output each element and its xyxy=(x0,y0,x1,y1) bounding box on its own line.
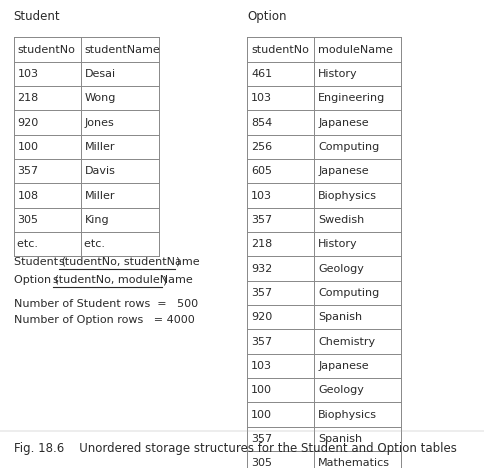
Text: 920: 920 xyxy=(251,312,272,322)
Text: 108: 108 xyxy=(17,190,39,201)
Text: ): ) xyxy=(162,276,166,285)
Text: Student: Student xyxy=(14,10,60,23)
Text: Biophysics: Biophysics xyxy=(318,190,377,201)
Text: Number of Option rows   = 4000: Number of Option rows = 4000 xyxy=(14,315,194,325)
Text: 357: 357 xyxy=(251,215,272,225)
Text: Wong: Wong xyxy=(84,93,116,103)
Text: Spanish: Spanish xyxy=(318,312,362,322)
Text: studentNo: studentNo xyxy=(251,44,308,55)
Text: 605: 605 xyxy=(251,166,272,176)
Text: 357: 357 xyxy=(17,166,39,176)
Text: 461: 461 xyxy=(251,69,272,79)
Text: Number of Student rows  =   500: Number of Student rows = 500 xyxy=(14,299,197,309)
Text: etc.: etc. xyxy=(17,239,49,249)
Text: Davis: Davis xyxy=(84,166,115,176)
Text: Computing: Computing xyxy=(318,288,378,298)
Text: 103: 103 xyxy=(251,361,272,371)
Text: Biophysics: Biophysics xyxy=(318,410,377,420)
Text: 357: 357 xyxy=(251,336,272,347)
Text: 932: 932 xyxy=(251,263,272,274)
Text: 305: 305 xyxy=(251,458,272,468)
Text: Fig. 18.6    Unordered storage structures for the Student and Option tables: Fig. 18.6 Unordered storage structures f… xyxy=(14,442,455,455)
Text: Geology: Geology xyxy=(318,263,363,274)
Text: 100: 100 xyxy=(17,142,38,152)
Text: 100: 100 xyxy=(251,410,272,420)
Text: 103: 103 xyxy=(251,190,272,201)
Text: 218: 218 xyxy=(17,93,39,103)
Text: 854: 854 xyxy=(251,117,272,128)
Text: ): ) xyxy=(174,257,179,267)
Text: Jones: Jones xyxy=(84,117,114,128)
Text: etc.: etc. xyxy=(84,239,116,249)
Text: 256: 256 xyxy=(251,142,272,152)
Text: History: History xyxy=(318,69,357,79)
Text: Desai: Desai xyxy=(84,69,115,79)
Text: Mathematics: Mathematics xyxy=(318,458,389,468)
Text: studentNo, moduleName: studentNo, moduleName xyxy=(53,276,193,285)
Text: Engineering: Engineering xyxy=(318,93,385,103)
Text: 103: 103 xyxy=(251,93,272,103)
Text: Miller: Miller xyxy=(84,190,115,201)
Text: History: History xyxy=(318,239,357,249)
Text: 103: 103 xyxy=(17,69,38,79)
Text: Student (: Student ( xyxy=(14,257,65,267)
Text: Chemistry: Chemistry xyxy=(318,336,375,347)
Text: Computing: Computing xyxy=(318,142,378,152)
Text: studentNo, studentName: studentNo, studentName xyxy=(59,257,199,267)
Text: Miller: Miller xyxy=(84,142,115,152)
Text: King: King xyxy=(84,215,109,225)
Text: 357: 357 xyxy=(251,434,272,444)
Text: Option (: Option ( xyxy=(14,276,59,285)
Text: 100: 100 xyxy=(251,385,272,395)
Text: Option: Option xyxy=(247,10,286,23)
Text: 357: 357 xyxy=(251,288,272,298)
Text: 305: 305 xyxy=(17,215,38,225)
Text: 218: 218 xyxy=(251,239,272,249)
Text: Swedish: Swedish xyxy=(318,215,363,225)
Text: Japanese: Japanese xyxy=(318,361,368,371)
Text: Japanese: Japanese xyxy=(318,117,368,128)
Text: Japanese: Japanese xyxy=(318,166,368,176)
Text: moduleName: moduleName xyxy=(318,44,392,55)
Text: Geology: Geology xyxy=(318,385,363,395)
Text: studentNo: studentNo xyxy=(17,44,75,55)
Text: studentName: studentName xyxy=(84,44,160,55)
Text: 920: 920 xyxy=(17,117,39,128)
Text: Spanish: Spanish xyxy=(318,434,362,444)
